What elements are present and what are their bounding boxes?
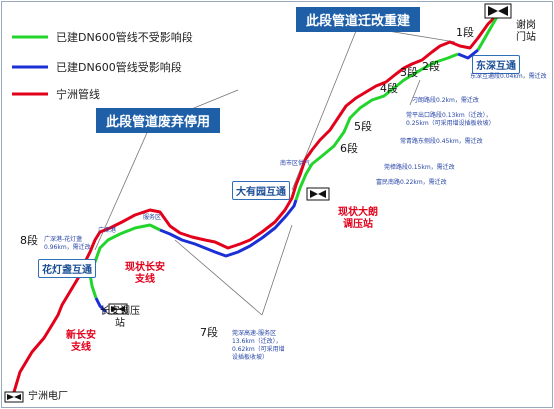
note-segment-5: 莞樟路段0.15km，需迁改	[384, 164, 455, 171]
segment-2-label: 2段	[422, 60, 440, 73]
dn600-affected-line-3	[94, 297, 108, 314]
changan-branch-label: 现状长安 支线	[125, 262, 165, 285]
segment-7-label: 7段	[200, 326, 218, 339]
segment-4-label: 4段	[380, 82, 398, 95]
note-segment-2: 刁朗路段0.2km，需迁改	[412, 97, 479, 104]
segment-3-label: 3段	[400, 66, 418, 79]
segment-1-label: 1段	[456, 26, 474, 39]
ningzhou-pipeline	[12, 12, 500, 393]
gas-supply-label: 南市区供气	[280, 160, 311, 167]
xiegang-station-icon	[484, 3, 512, 19]
legend-green-label: 已建DN600管线不受影响段	[56, 31, 193, 44]
note-segment-8: 广深港-花灯盏 0.96km，需迁改	[44, 236, 91, 251]
new-changan-branch-label: 新长安 支线	[66, 330, 96, 353]
huadengkan-interchange-label: 花灯盏互通	[38, 259, 96, 278]
relocate-banner: 此段管道迁改重建	[296, 7, 421, 32]
note-segment-4: 常青路东侧段0.45km，需迁改	[400, 138, 483, 145]
note-segment-3: 常平出口路段0.13km（迁改）， 0.25km（可采用增设插板收坡）	[406, 112, 495, 127]
note-segment-1: 东深互通段0.04km，需迁改	[470, 73, 547, 80]
ningzhou-plant-icon	[4, 391, 24, 403]
segment-8-label: 8段	[20, 234, 38, 247]
dn600-unaffected-line	[88, 223, 161, 299]
guangshen-label: 广深港	[98, 227, 117, 234]
note-segment-7: 莞深高速-服务区 13.6km（迁改）， 0.62km（可采用增 设插板收坡）	[232, 330, 285, 361]
segment-5-label: 5段	[354, 120, 372, 133]
abandon-banner: 此段管道废弃停用	[96, 108, 221, 133]
legend-blue-label: 已建DN600管线受影响段	[56, 61, 182, 74]
service-area-label: 服务区	[143, 214, 162, 221]
changan-station-icon	[108, 303, 128, 315]
xiegang-station-label: 谢岗 门站	[516, 20, 536, 43]
dalang-station-icon	[306, 187, 330, 201]
segment-6-label: 6段	[340, 142, 358, 155]
ningzhou-plant-label: 宁洲电厂	[28, 391, 68, 402]
changan-station-label: 长安调压 站	[100, 306, 140, 329]
dalang-station-label: 现状大朗 调压站	[338, 207, 378, 230]
dongshen-interchange-label: 东深互通	[472, 55, 520, 74]
dn600-unaffected-line-2	[294, 52, 459, 201]
legend-red-label: 宁洲管线	[56, 88, 100, 101]
dn600-affected-line-2	[457, 48, 479, 60]
dayouyuan-interchange-label: 大有园互通	[232, 181, 290, 200]
note-segment-6: 富民南路0.22km，需迁改	[376, 179, 447, 186]
dn600-affected-line	[159, 199, 298, 258]
